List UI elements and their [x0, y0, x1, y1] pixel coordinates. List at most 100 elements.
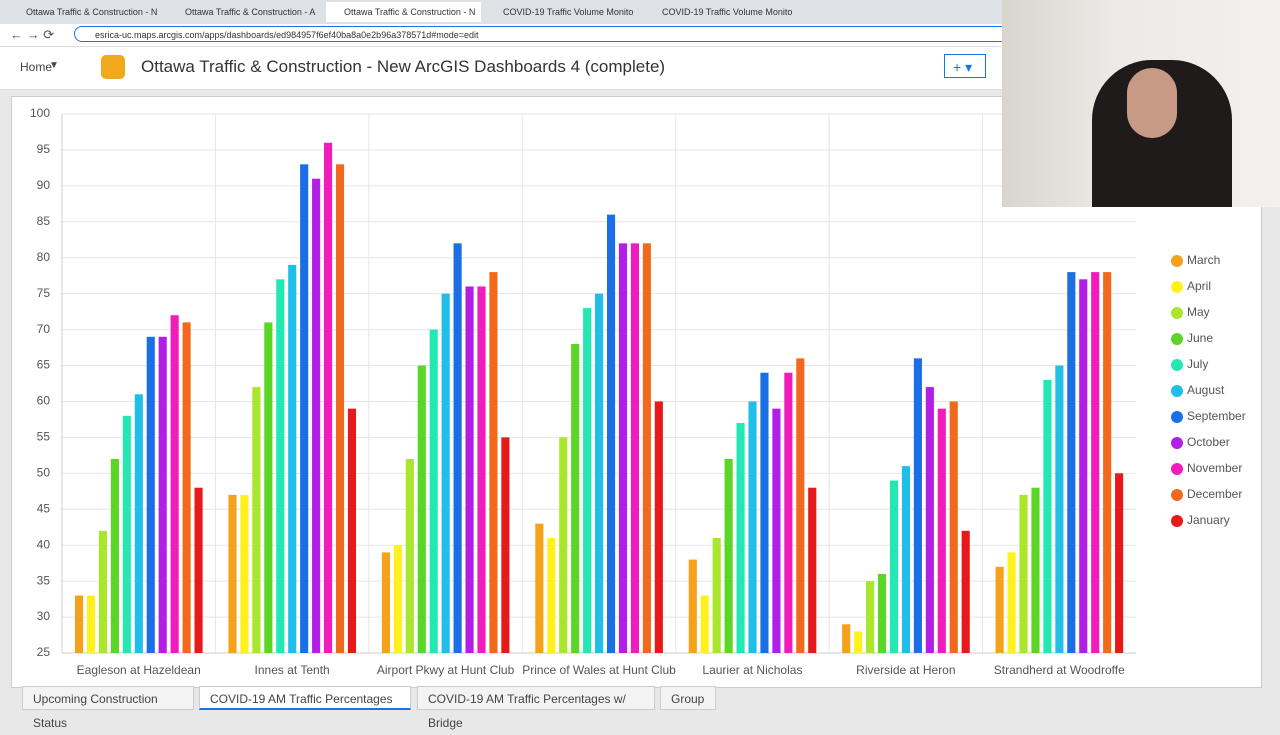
legend-label: October [1187, 435, 1230, 449]
bar [1043, 379, 1052, 653]
bar [393, 545, 402, 653]
legend-swatch [1171, 307, 1183, 319]
legend-label: May [1187, 305, 1210, 319]
bar [866, 581, 875, 653]
y-tick-label: 100 [30, 106, 50, 120]
bar [1115, 473, 1124, 653]
legend-swatch [1171, 385, 1183, 397]
webcam-face [1127, 68, 1177, 138]
bar [324, 142, 333, 653]
browser-tab[interactable]: COVID-19 Traffic Volume Monito [503, 7, 634, 17]
bar [700, 595, 709, 653]
bar [842, 624, 851, 653]
bar [937, 408, 946, 653]
bar [736, 423, 745, 653]
legend-label: June [1187, 331, 1213, 345]
bar [252, 387, 261, 653]
bar [642, 243, 651, 654]
legend-swatch [1171, 333, 1183, 345]
bar [1031, 487, 1040, 653]
browser-tab[interactable]: Ottawa Traffic & Construction - N [26, 7, 158, 17]
bar [1019, 494, 1028, 653]
bar [122, 415, 131, 653]
legend-swatch [1171, 411, 1183, 423]
bar [300, 164, 309, 653]
bar [913, 358, 922, 653]
bar [595, 293, 604, 653]
x-tick-label: Laurier at Nicholas [702, 663, 802, 677]
bar [630, 243, 639, 654]
bar [489, 272, 498, 653]
dashboard-tab[interactable]: Group [660, 686, 716, 710]
bar [712, 538, 721, 653]
y-tick-label: 75 [37, 286, 51, 300]
bar [583, 308, 592, 653]
y-tick-label: 30 [37, 609, 51, 623]
x-tick-label: Riverside at Heron [856, 663, 955, 677]
y-tick-label: 60 [37, 394, 51, 408]
bar [571, 343, 580, 653]
bar [1067, 272, 1076, 653]
bar [501, 437, 510, 653]
x-tick-label: Eagleson at Hazeldean [77, 663, 201, 677]
webcam-overlay [1002, 0, 1280, 207]
dashboard-tab[interactable]: COVID-19 AM Traffic Percentages w/ Bridg… [417, 686, 655, 730]
browser-tab[interactable]: COVID-19 Traffic Volume Monito [662, 7, 793, 17]
bar [1091, 272, 1100, 653]
bar [772, 408, 781, 653]
bar [75, 595, 84, 653]
y-tick-label: 90 [37, 178, 51, 192]
bar [134, 394, 143, 653]
bar [1079, 279, 1088, 653]
dashboard-title: Ottawa Traffic & Construction - New ArcG… [141, 57, 666, 76]
legend-swatch [1171, 437, 1183, 449]
bar [228, 494, 237, 653]
bar [949, 401, 958, 653]
y-tick-label: 25 [37, 645, 51, 659]
bar [784, 372, 793, 653]
legend-swatch [1171, 359, 1183, 371]
bar [559, 437, 568, 653]
home-caret: ▼ [49, 60, 59, 71]
bar [240, 494, 249, 653]
toolbar: ← → ⟳ esrica-uc.maps.arcgis.com/apps/das… [0, 24, 1280, 47]
bar [276, 279, 285, 653]
bar [264, 322, 273, 653]
bar [335, 164, 345, 653]
bar [901, 466, 911, 653]
bar [441, 293, 450, 653]
legend-label: April [1187, 279, 1211, 293]
bar [381, 552, 390, 653]
bar [86, 595, 96, 653]
legend-swatch [1171, 489, 1183, 501]
bar [347, 408, 357, 653]
bar [1103, 272, 1112, 653]
home-menu[interactable]: Home [20, 60, 53, 74]
add-label: + [953, 59, 962, 75]
app-icon [101, 55, 125, 79]
browser-tab[interactable]: Ottawa Traffic & Construction - N [326, 2, 481, 22]
add-button[interactable]: + ▾ [944, 54, 986, 78]
bar [288, 264, 297, 653]
nav-buttons[interactable]: ← → ⟳ [10, 27, 55, 42]
bar [477, 286, 486, 653]
y-tick-label: 40 [37, 537, 51, 551]
bar [618, 243, 628, 654]
bar [1055, 365, 1064, 653]
bar [854, 631, 863, 653]
dashboard-tab[interactable]: Upcoming Construction Status [22, 686, 194, 730]
x-tick-label: Innes at Tenth [255, 663, 330, 677]
y-tick-label: 70 [37, 322, 51, 336]
browser-tab[interactable]: Ottawa Traffic & Construction - A [185, 7, 316, 17]
bar [110, 458, 119, 653]
y-tick-label: 85 [37, 214, 51, 228]
dashboard-tab[interactable]: COVID-19 AM Traffic Percentages [199, 686, 411, 710]
bar [146, 336, 155, 653]
legend-label: January [1187, 513, 1230, 527]
bar [312, 178, 321, 653]
legend-label: December [1187, 487, 1242, 501]
y-tick-label: 50 [37, 466, 51, 480]
bar [194, 487, 203, 653]
x-tick-label: Strandherd at Woodroffe [994, 663, 1125, 677]
y-tick-label: 95 [37, 142, 51, 156]
